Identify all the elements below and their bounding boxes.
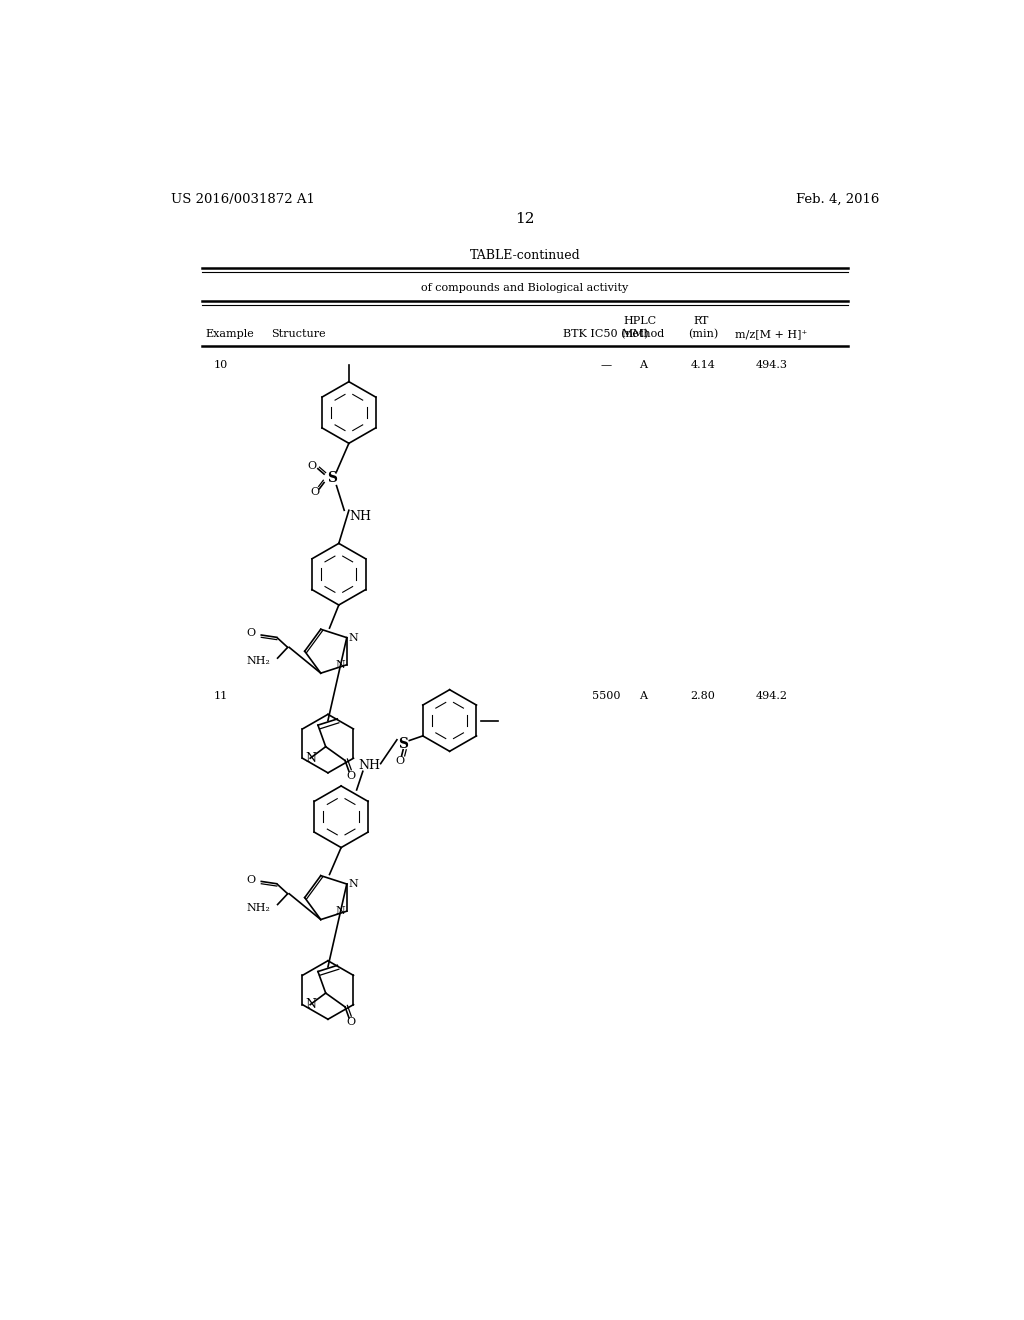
Text: NH: NH: [358, 759, 381, 772]
Text: O: O: [246, 875, 255, 884]
Text: N: N: [336, 660, 345, 669]
Text: Example: Example: [206, 330, 254, 339]
Text: 11: 11: [213, 692, 227, 701]
Text: m/z[M + H]⁺: m/z[M + H]⁺: [735, 330, 807, 339]
Text: A: A: [639, 360, 647, 370]
Text: RT: RT: [694, 317, 710, 326]
Text: N: N: [336, 906, 345, 916]
Text: O: O: [310, 487, 319, 496]
Text: NH₂: NH₂: [246, 656, 270, 667]
Text: O: O: [347, 1018, 355, 1027]
Text: Feb. 4, 2016: Feb. 4, 2016: [796, 193, 879, 206]
Text: N: N: [305, 751, 316, 764]
Text: of compounds and Biological activity: of compounds and Biological activity: [421, 284, 629, 293]
Text: N: N: [348, 632, 358, 643]
Text: —: —: [601, 360, 611, 370]
Text: 494.2: 494.2: [756, 692, 787, 701]
Text: 12: 12: [515, 213, 535, 226]
Text: NH: NH: [349, 510, 371, 523]
Text: 5500: 5500: [592, 692, 621, 701]
Text: HPLC: HPLC: [623, 317, 656, 326]
Text: (min): (min): [688, 330, 718, 339]
Text: 494.3: 494.3: [756, 360, 787, 370]
Text: BTK IC50 (nM): BTK IC50 (nM): [563, 330, 649, 339]
Text: O: O: [307, 461, 316, 471]
Text: S: S: [398, 737, 409, 751]
Text: N: N: [305, 998, 316, 1011]
Text: O: O: [395, 755, 404, 766]
Text: Method: Method: [622, 330, 665, 339]
Text: 10: 10: [213, 360, 227, 370]
Text: O: O: [246, 628, 255, 639]
Text: NH₂: NH₂: [246, 903, 270, 912]
Text: N: N: [348, 879, 358, 890]
Text: O: O: [347, 771, 355, 781]
Text: 4.14: 4.14: [690, 360, 716, 370]
Text: S: S: [327, 471, 337, 484]
Text: A: A: [639, 692, 647, 701]
Text: TABLE-continued: TABLE-continued: [469, 249, 581, 263]
Text: 2.80: 2.80: [690, 692, 716, 701]
Text: Structure: Structure: [271, 330, 326, 339]
Text: US 2016/0031872 A1: US 2016/0031872 A1: [171, 193, 314, 206]
